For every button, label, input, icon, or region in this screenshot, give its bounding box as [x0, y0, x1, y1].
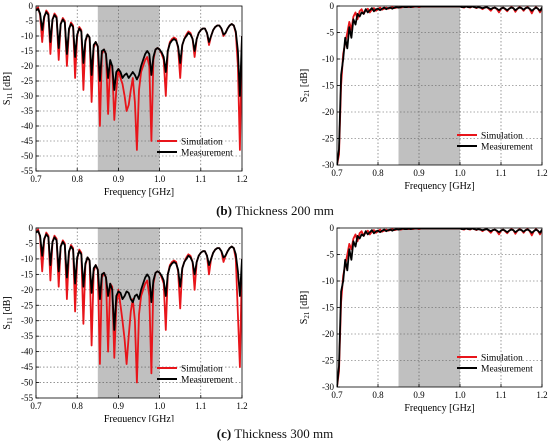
x-tick-label: 0.9 [413, 168, 425, 178]
legend-label-simulation: Simulation [481, 354, 523, 364]
y-tick-label: -10 [21, 254, 33, 264]
y-axis-label: S21 [dB] [299, 291, 311, 324]
x-axis-label: Frequency [GHz] [104, 414, 174, 422]
y-tick-label: -20 [322, 107, 334, 117]
x-tick-label: 1.1 [195, 401, 206, 411]
x-tick-label: 0.8 [372, 390, 384, 400]
y-axis-label: S11 [dB] [2, 296, 14, 329]
x-tick-label: 0.9 [113, 401, 125, 411]
y-tick-label: -45 [21, 136, 33, 146]
y-tick-label: -10 [21, 31, 33, 41]
y-tick-label: -15 [322, 303, 334, 313]
y-axis-label-text: S21 [dB] [299, 291, 311, 324]
y-tick-label: -10 [322, 54, 334, 64]
x-tick-label: 1.0 [454, 168, 466, 178]
legend-label-simulation: Simulation [481, 132, 523, 142]
caption-b-label: (b) [216, 203, 232, 218]
y-tick-label: -5 [327, 28, 335, 38]
plot-frame [35, 5, 243, 172]
y-tick-label: -20 [322, 329, 334, 339]
x-tick-label: 0.8 [72, 401, 84, 411]
x-tick-label: 0.7 [30, 401, 42, 411]
x-tick-label: 1.2 [236, 174, 247, 184]
s11-chart-200mm: 0.7 0.8 0.9 1.0 1.1 1.2-55-50-45-40-35-30-25-… [2, 1, 248, 198]
legend-label-simulation: Simulation [181, 138, 223, 148]
x-tick-label: 0.8 [72, 174, 84, 184]
y-tick-label: -10 [322, 276, 334, 286]
caption-c-label: (c) [216, 426, 232, 441]
x-tick-label: 1.1 [495, 390, 506, 400]
y-tick-label: -5 [327, 250, 335, 260]
y-axis-label: S21 [dB] [299, 69, 311, 102]
x-tick-label: 1.2 [536, 168, 547, 178]
y-tick-label: -15 [21, 46, 33, 56]
legend-label-simulation: Simulation [181, 365, 223, 375]
series-line-measurement [337, 228, 542, 387]
legend-label-measurement: Measurement [181, 149, 233, 159]
y-tick-label: -40 [21, 121, 33, 131]
y-tick-label: -35 [21, 331, 33, 341]
caption-c: (c) Thickness 300 mm [0, 423, 550, 445]
caption-b-text: Thickness 200 mm [234, 203, 334, 218]
y-tick-label: -30 [322, 160, 334, 170]
y-tick-label: 0 [29, 223, 34, 233]
y-tick-label: -45 [21, 362, 33, 372]
s11-chart-300mm: 0.7 0.8 0.9 1.0 1.1 1.2-55-50-45-40-35-30-25-… [2, 223, 248, 422]
x-tick-label: 0.9 [413, 390, 425, 400]
y-axis-label-text: S11 [dB] [2, 72, 14, 105]
series-line-measurement [36, 230, 242, 331]
legend-label-measurement: Measurement [481, 365, 533, 375]
x-tick-label: 1.1 [495, 168, 506, 178]
x-axis-label: Frequency [GHz] [404, 403, 474, 414]
y-tick-label: -30 [21, 91, 33, 101]
y-tick-label: -25 [21, 76, 33, 86]
y-tick-label: -20 [21, 285, 33, 295]
y-axis-label-text: S11 [dB] [2, 296, 14, 329]
x-tick-label: 0.7 [30, 174, 42, 184]
y-tick-label: -55 [21, 393, 33, 403]
caption-b: (b) Thickness 200 mm [0, 200, 550, 222]
x-tick-label: 1.2 [536, 390, 547, 400]
y-tick-label: -20 [21, 61, 33, 71]
y-tick-label: -25 [322, 356, 334, 366]
y-tick-label: -5 [26, 238, 34, 248]
x-axis-label: Frequency [GHz] [404, 181, 474, 192]
series-line-measurement [337, 6, 542, 165]
legend-label-measurement: Measurement [481, 143, 533, 153]
caption-c-text: Thickness 300 mm [234, 426, 334, 441]
x-tick-label: 1.1 [195, 174, 206, 184]
x-axis-label: Frequency [GHz] [104, 187, 174, 198]
y-tick-label: -55 [21, 166, 33, 176]
x-tick-label: 0.9 [113, 174, 125, 184]
y-tick-label: -25 [21, 300, 33, 310]
y-tick-label: -40 [21, 347, 33, 357]
y-tick-label: -5 [26, 16, 34, 26]
s21-chart-300mm: 0.7 0.8 0.9 1.0 1.1 1.2 -30 -25 -20 -15 -10 -5 0 Freq… [299, 223, 548, 414]
x-tick-label: 1.0 [154, 174, 166, 184]
y-tick-label: -50 [21, 151, 33, 161]
y-tick-label: -30 [322, 382, 334, 392]
x-tick-label: 0.7 [331, 168, 343, 178]
y-tick-label: -15 [21, 269, 33, 279]
y-tick-label: -50 [21, 378, 33, 388]
x-tick-label: 1.2 [236, 401, 247, 411]
s21-chart-200mm: 0.7 0.8 0.9 1.0 1.1 1.2 -30 -25 -20 -15 -10 -5 0 Freq… [299, 1, 548, 192]
y-tick-label: -15 [322, 81, 334, 91]
x-tick-label: 0.8 [372, 168, 384, 178]
y-axis-label-text: S21 [dB] [299, 69, 311, 102]
y-tick-label: -35 [21, 106, 33, 116]
legend-label-measurement: Measurement [181, 376, 233, 386]
plot-frame [35, 227, 243, 399]
y-tick-label: -30 [21, 316, 33, 326]
y-tick-label: 0 [330, 223, 335, 233]
series-line-measurement [36, 8, 242, 97]
y-tick-label: -25 [322, 134, 334, 144]
y-tick-label: 0 [330, 1, 335, 11]
x-tick-label: 1.0 [154, 401, 166, 411]
x-tick-label: 0.7 [331, 390, 343, 400]
y-axis-label: S11 [dB] [2, 72, 14, 105]
y-tick-label: 0 [29, 1, 34, 11]
x-tick-label: 1.0 [454, 390, 466, 400]
